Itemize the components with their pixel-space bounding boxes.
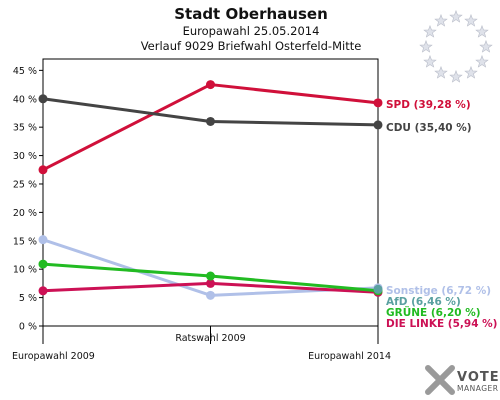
x-mark-icon bbox=[425, 365, 455, 395]
series-group bbox=[38, 80, 383, 300]
data-point bbox=[38, 235, 48, 245]
y-tick-label: 40 % bbox=[13, 94, 37, 105]
series-labels: SPD (39,28 %) CDU (35,40 %) Sonstige (6,72… bbox=[386, 99, 497, 330]
data-point bbox=[206, 290, 215, 300]
data-point bbox=[38, 286, 48, 296]
star-icon bbox=[449, 69, 463, 83]
chart-subtitle-2: Verlauf 9029 Briefwahl Osterfeld-Mitte bbox=[141, 39, 362, 53]
votemanager-logo: VOTE MANAGER bbox=[425, 365, 500, 395]
series-label: DIE LINKE (5,94 %) bbox=[386, 318, 497, 330]
data-point bbox=[206, 116, 215, 126]
y-tick-label: 10 % bbox=[13, 265, 37, 276]
star-icon bbox=[449, 9, 463, 23]
data-point bbox=[38, 94, 48, 104]
eu-stars-logo bbox=[419, 9, 493, 83]
y-axis: 0 % 5 % 10 % 15 % 20 % 25 % 30 % 35 % 40 % 45 % bbox=[13, 66, 43, 333]
x-tick-label: Ratswahl 2009 bbox=[175, 333, 245, 344]
y-tick-label: 0 % bbox=[19, 322, 37, 333]
data-point bbox=[206, 278, 215, 288]
x-tick-label: Europawahl 2009 bbox=[12, 351, 95, 362]
y-tick-label: 20 % bbox=[13, 208, 37, 219]
star-icon bbox=[475, 24, 489, 38]
y-tick-label: 5 % bbox=[19, 293, 37, 304]
logo-vote: VOTE bbox=[457, 370, 500, 385]
series-label: CDU (35,40 %) bbox=[386, 122, 472, 134]
data-point bbox=[373, 98, 383, 108]
data-point bbox=[206, 271, 215, 281]
y-tick-label: 15 % bbox=[13, 236, 37, 247]
star-icon bbox=[419, 39, 433, 53]
data-point bbox=[206, 80, 215, 90]
star-icon bbox=[479, 39, 493, 53]
y-tick-label: 25 % bbox=[13, 179, 37, 190]
series-label: GRÜNE (6,20 %) bbox=[386, 305, 481, 319]
data-point bbox=[38, 259, 48, 269]
chart-title: Stadt Oberhausen bbox=[174, 5, 328, 23]
star-icon bbox=[464, 65, 478, 79]
star-icon bbox=[423, 24, 437, 38]
star-icon bbox=[434, 65, 448, 79]
star-icon bbox=[475, 54, 489, 68]
star-icon bbox=[423, 54, 437, 68]
chart-subtitle: Europawahl 25.05.2014 bbox=[183, 24, 320, 38]
series-label: SPD (39,28 %) bbox=[386, 99, 471, 111]
x-tick-label: Europawahl 2014 bbox=[308, 351, 391, 362]
x-axis: Europawahl 2009 Ratswahl 2009 Europawahl 2… bbox=[12, 326, 391, 362]
star-icon bbox=[464, 13, 478, 27]
logo-manager: MANAGER bbox=[457, 384, 498, 393]
y-tick-label: 30 % bbox=[13, 151, 37, 162]
y-tick-label: 45 % bbox=[13, 66, 37, 77]
y-tick-label: 35 % bbox=[13, 123, 37, 134]
data-point bbox=[373, 120, 383, 130]
data-point bbox=[373, 284, 383, 294]
series-label: AfD (6,46 %) bbox=[386, 296, 461, 308]
star-icon bbox=[434, 13, 448, 27]
series-label: Sonstige (6,72 %) bbox=[386, 285, 491, 297]
data-point bbox=[38, 165, 48, 175]
